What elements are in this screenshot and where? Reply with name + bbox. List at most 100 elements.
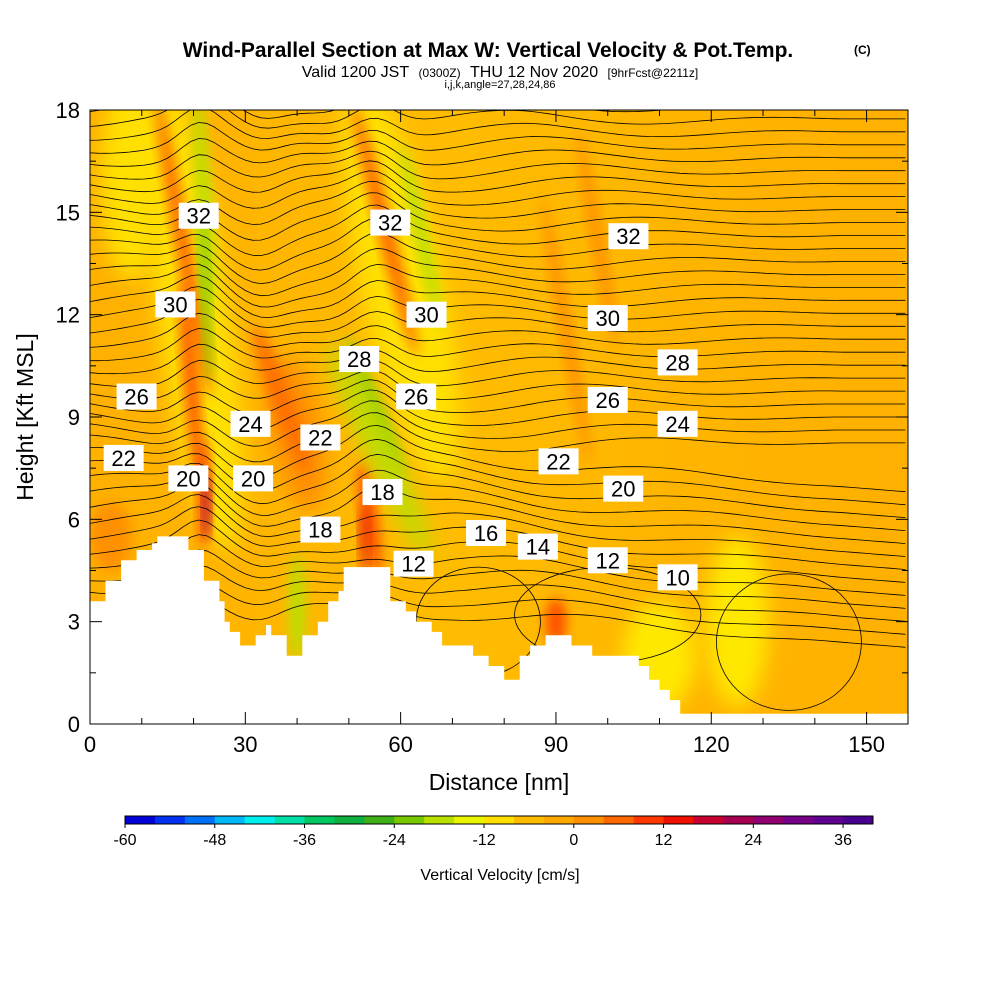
y-tick-label: 18: [56, 98, 80, 123]
contour-label-text: 32: [616, 224, 640, 249]
y-axis: 0 3 6 9 12 15 18: [56, 98, 908, 737]
velocity-plume: [360, 505, 369, 574]
colorbar-swatch: [603, 816, 635, 824]
contour-label-text: 26: [124, 385, 148, 410]
theta-contour-label: 22: [103, 444, 144, 471]
colorbar-swatch: [573, 816, 605, 824]
colorbar-swatch: [454, 816, 485, 824]
colorbar-label: -24: [383, 832, 406, 849]
theta-contour-label: 32: [370, 209, 411, 236]
colorbar-label: 36: [834, 832, 852, 849]
contour-label-text: 32: [378, 211, 402, 236]
theta-contour-line: [90, 217, 906, 271]
theta-contour-label: 12: [393, 550, 434, 577]
colorbar-swatch: [154, 816, 186, 824]
theta-contour-line: [90, 180, 906, 225]
velocity-plume: [179, 280, 203, 485]
theta-contour-label: 32: [608, 223, 649, 250]
theta-contour-line: [90, 138, 906, 167]
velocity-plume: [199, 212, 212, 383]
contour-label-box: [587, 547, 628, 574]
velocity-plume: [289, 553, 305, 663]
theta-contour-line: [90, 204, 906, 257]
theta-contour-line: [90, 298, 906, 338]
y-tick-label: 9: [68, 405, 80, 430]
contour-label-text: 22: [546, 449, 570, 474]
theta-contour-line: [90, 170, 906, 209]
contour-label-text: 22: [111, 446, 135, 471]
colorbar-swatch: [274, 816, 306, 824]
contour-label-box: [657, 564, 698, 591]
contour-label-box: [603, 475, 644, 502]
contour-label-box: [538, 448, 579, 475]
colorbar-swatch: [304, 816, 335, 824]
velocity-plume: [545, 597, 567, 646]
contour-label-box: [517, 533, 558, 560]
theta-contour-line: [90, 110, 906, 129]
theta-contour-line: [90, 263, 906, 308]
theta-contour-line: [90, 565, 906, 622]
theta-contour-line: [90, 494, 906, 557]
contour-label-text: 30: [595, 306, 619, 331]
colorbar-label: -36: [293, 832, 316, 849]
contour-label-box: [370, 209, 411, 236]
contour-label-text: 20: [176, 466, 200, 491]
theta-contour-line: [90, 597, 906, 648]
y-tick-label: 0: [68, 712, 80, 737]
colorbar-label: -48: [203, 832, 226, 849]
y-tick-label: 15: [56, 200, 80, 225]
colorbar-swatch: [753, 816, 784, 824]
theta-contour-line: [90, 286, 906, 328]
chart-title: Wind-Parallel Section at Max W: Vertical…: [183, 39, 794, 62]
contour-label-box: [587, 386, 628, 413]
contour-label-text: 32: [186, 204, 210, 229]
subtitle-forecast: [9hrFcst@2211z]: [608, 66, 699, 80]
contour-label-text: 24: [238, 412, 262, 437]
x-axis: 0 30 60 90 120 150: [84, 110, 885, 757]
x-tick-label: 30: [233, 732, 257, 757]
contour-label-box: [587, 305, 628, 332]
colorbar-swatch: [364, 816, 395, 824]
colorbar-label: 0: [569, 832, 578, 849]
x-tick-label: 150: [848, 732, 885, 757]
theta-contour-label: 28: [339, 346, 380, 373]
theta-contour-line: [90, 192, 906, 241]
contour-label-box: [116, 383, 157, 410]
theta-contour-label: 14: [517, 533, 558, 560]
theta-contour-label: 26: [116, 383, 157, 410]
colorbar-swatch: [813, 816, 844, 824]
contour-label-box: [396, 383, 437, 410]
contour-label-text: 20: [611, 477, 635, 502]
theta-contour-label: 22: [300, 424, 341, 451]
contour-label-text: 18: [308, 518, 332, 543]
vertical-velocity-field: [90, 110, 908, 724]
contour-label-text: 26: [404, 385, 428, 410]
theta-contour-label: 20: [233, 465, 274, 492]
title-mark: (C): [854, 43, 871, 57]
contour-label-box: [168, 465, 209, 492]
subtitle-valid: Valid 1200 JST: [302, 64, 410, 81]
subtitle-date: THU 12 Nov 2020: [470, 64, 598, 81]
subtitle-zulu: (0300Z): [419, 66, 461, 80]
contour-label-text: 30: [414, 303, 438, 328]
theta-contour-line: [90, 549, 906, 609]
velocity-plume: [193, 110, 215, 308]
contour-label-text: 26: [595, 388, 619, 413]
velocity-plume: [90, 502, 132, 571]
colorbar-swatch: [184, 816, 216, 824]
theta-contour-label: 24: [230, 410, 271, 437]
colorbar-swatch: [125, 816, 156, 824]
colorbar-swatch: [394, 816, 425, 824]
theta-contour-line: [90, 534, 906, 596]
theta-contour-line: [90, 369, 906, 400]
y-tick-label: 3: [68, 610, 80, 635]
colorbar-swatch: [843, 816, 874, 824]
colorbar-swatch: [424, 816, 455, 824]
theta-contour-line: [90, 122, 906, 154]
theta-contour-line: [90, 274, 906, 319]
theta-contour-label: 28: [657, 349, 698, 376]
contour-label-box: [155, 291, 196, 318]
y-tick-label: 12: [56, 303, 80, 328]
theta-contour-label: 18: [300, 516, 341, 543]
colorbar-title: Vertical Velocity [cm/s]: [420, 867, 579, 884]
